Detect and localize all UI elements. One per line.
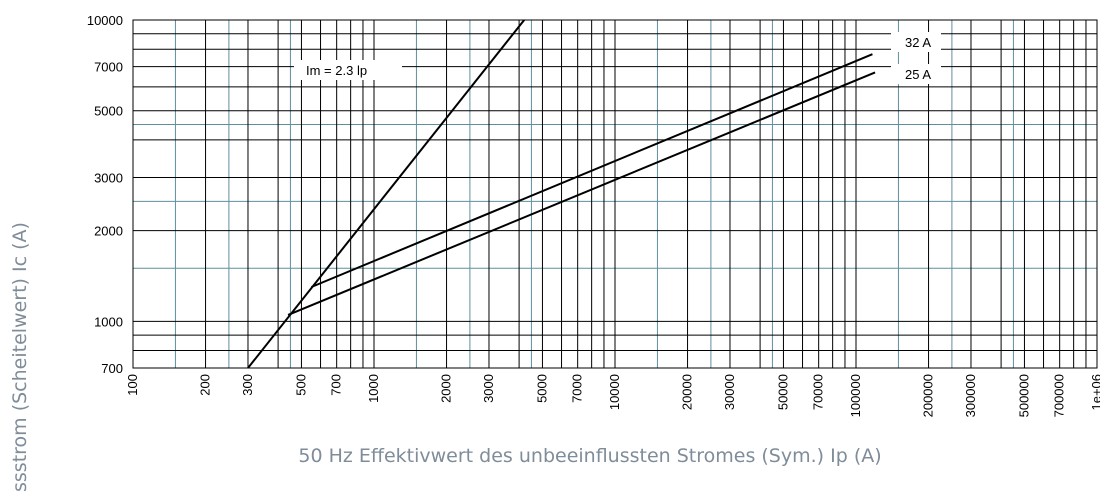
x-tick-label: 3000 [481,374,496,403]
y-tick-label: 5000 [94,104,123,119]
x-tick-label: 100 [125,374,140,396]
y-tick-label: 700 [101,361,123,376]
y-tick-label: 2000 [94,224,123,239]
plot-frame [132,19,1098,369]
series-label-box [891,32,941,52]
x-tick-label: 700 [329,374,344,396]
x-tick-label: 700000 [1052,374,1067,417]
x-tick-label: 10000 [607,374,622,410]
x-tick-label: 5000 [534,374,549,403]
series-label: 25 A [905,67,931,82]
series-label: Im = 2.3 lp [306,63,367,78]
series-line [247,19,525,369]
x-axis-title: 50 Hz Effektivwert des unbeeinflussten S… [298,445,881,467]
series-label-box [294,60,402,80]
x-tick-label: 7000 [570,374,585,403]
x-tick-label: 500000 [1016,374,1031,417]
x-tick-label: 30000 [722,374,737,410]
x-tick-label: 300 [240,374,255,396]
x-tick-label: 2000 [439,374,454,403]
y-tick-label: 10000 [87,13,123,28]
y-tick-label: 3000 [94,171,123,186]
series-label-box [891,64,941,84]
y-axis-title: ssstrom (Scheitelwert) Ic (A) [9,222,31,492]
x-tick-label: 70000 [811,374,826,410]
y-tick-label: 7000 [94,60,123,75]
x-tick-label: 500 [293,374,308,396]
x-tick-label: 1000 [366,374,381,403]
series-label: 32 A [905,35,931,50]
x-tick-label: 300000 [963,374,978,417]
series-line [311,53,873,288]
x-tick-label: 200000 [921,374,936,417]
x-tick-label: 20000 [680,374,695,410]
x-tick-label: 100000 [848,374,863,417]
x-tick-label: 50000 [775,374,790,410]
y-tick-label: 1000 [94,314,123,329]
x-tick-label: 1e+06 [1089,374,1100,411]
series-line [287,71,876,316]
x-tick-label: 200 [198,374,213,396]
